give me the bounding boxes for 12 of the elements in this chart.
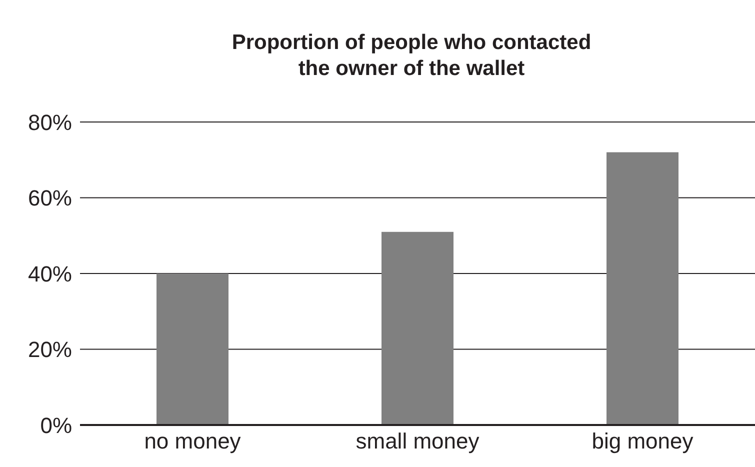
y-tick-label: 80% (28, 110, 72, 135)
bar (606, 152, 678, 425)
x-tick-label: no money (144, 428, 241, 454)
bar (382, 232, 454, 425)
y-tick-label: 60% (28, 186, 72, 211)
x-tick-label: big money (592, 428, 694, 454)
x-tick-label: small money (356, 428, 480, 454)
y-tick-label: 20% (28, 337, 72, 362)
y-tick-label: 40% (28, 261, 72, 286)
y-tick-label: 0% (40, 412, 72, 438)
chart-title: Proportion of people who contacted the owner of the wallet (230, 30, 592, 82)
bar (156, 274, 228, 425)
